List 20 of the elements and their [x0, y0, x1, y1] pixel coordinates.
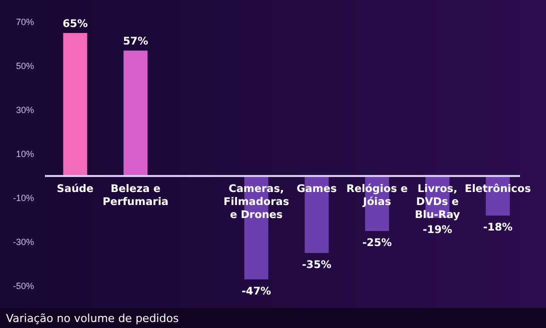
text: Variação no volume de pedidos [6, 312, 179, 325]
data-label: -35% [302, 259, 332, 271]
y-tick-label: 50% [16, 60, 34, 71]
x-tick-label: Eletrônicos [464, 183, 531, 195]
data-label: 65% [62, 18, 88, 30]
y-tick-label: -10% [12, 192, 34, 203]
data-label: -18% [483, 222, 514, 234]
y-tick-label: -50% [12, 280, 34, 291]
data-label: 57% [122, 36, 149, 48]
x-tick-label: Relógios e Jóias [346, 183, 408, 208]
x-tick-label: Beleza e Perfumaria [102, 183, 169, 208]
y-tick-label: 10% [16, 148, 34, 159]
x-tick-label: Saúde [56, 183, 94, 195]
data-label: -47% [242, 285, 272, 298]
x-tick-label: Livros, DVDs e Blu-Ray [414, 183, 460, 221]
y-tick-label: -30% [12, 236, 34, 247]
data-label: -25% [362, 237, 392, 249]
data-label: -19% [422, 224, 453, 236]
y-tick-label: 30% [16, 104, 34, 115]
y-tick-label: 70% [16, 16, 34, 27]
